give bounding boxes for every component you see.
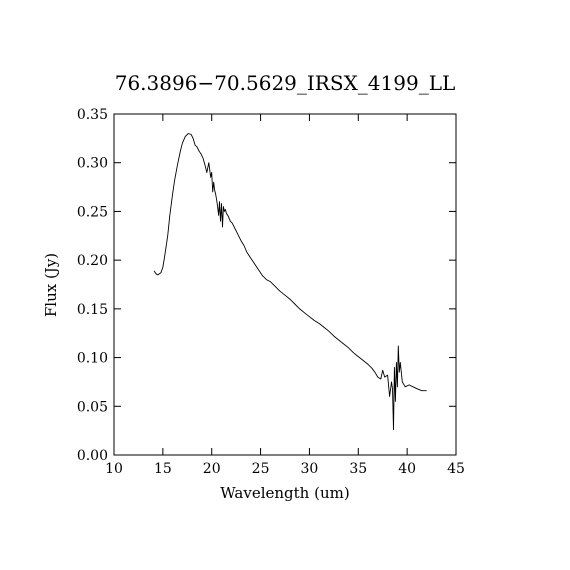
x-tick-label: 25 bbox=[252, 461, 270, 477]
x-tick-label: 10 bbox=[105, 461, 123, 477]
y-tick-label: 0.25 bbox=[77, 204, 108, 220]
x-axis-label: Wavelength (um) bbox=[220, 484, 349, 502]
plot-frame bbox=[113, 113, 457, 456]
x-tick-label: 30 bbox=[301, 461, 319, 477]
x-tick-label: 15 bbox=[154, 461, 172, 477]
y-tick-label: 0.15 bbox=[77, 302, 108, 318]
chart-title: 76.3896−70.5629_IRSX_4199_LL bbox=[115, 71, 456, 95]
flux-series-line bbox=[153, 133, 427, 431]
x-tick-label: 35 bbox=[349, 461, 367, 477]
y-axis-label: Flux (Jy) bbox=[42, 253, 60, 317]
y-tick-label: 0.30 bbox=[77, 156, 108, 172]
y-tick-label: 0.35 bbox=[77, 107, 108, 123]
y-tick-label: 0.10 bbox=[77, 351, 108, 367]
x-tick-label: 20 bbox=[203, 461, 221, 477]
y-tick-label: 0.05 bbox=[77, 399, 108, 415]
y-tick-label: 0.20 bbox=[77, 253, 108, 269]
y-tick-label: 0.00 bbox=[77, 448, 108, 464]
x-tick-label: 45 bbox=[447, 461, 465, 477]
x-tick-label: 40 bbox=[398, 461, 416, 477]
plot-area: 10 15 20 25 30 35 40 45 0.00 0.05 0.10 0.15 0.20 0.25… bbox=[77, 107, 465, 477]
